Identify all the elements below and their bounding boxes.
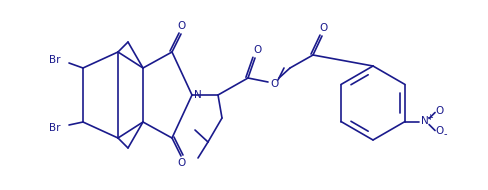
- Text: Br: Br: [49, 123, 61, 133]
- Text: O: O: [434, 127, 442, 136]
- Text: O: O: [177, 158, 185, 168]
- Text: O: O: [252, 45, 261, 55]
- Text: O: O: [434, 107, 442, 116]
- Text: O: O: [177, 21, 185, 31]
- Text: +: +: [426, 113, 432, 122]
- Text: O: O: [318, 23, 326, 33]
- Text: -: -: [443, 130, 446, 139]
- Text: O: O: [269, 79, 278, 89]
- Text: N: N: [194, 90, 202, 100]
- Text: Br: Br: [49, 55, 61, 65]
- Text: N: N: [420, 116, 428, 127]
